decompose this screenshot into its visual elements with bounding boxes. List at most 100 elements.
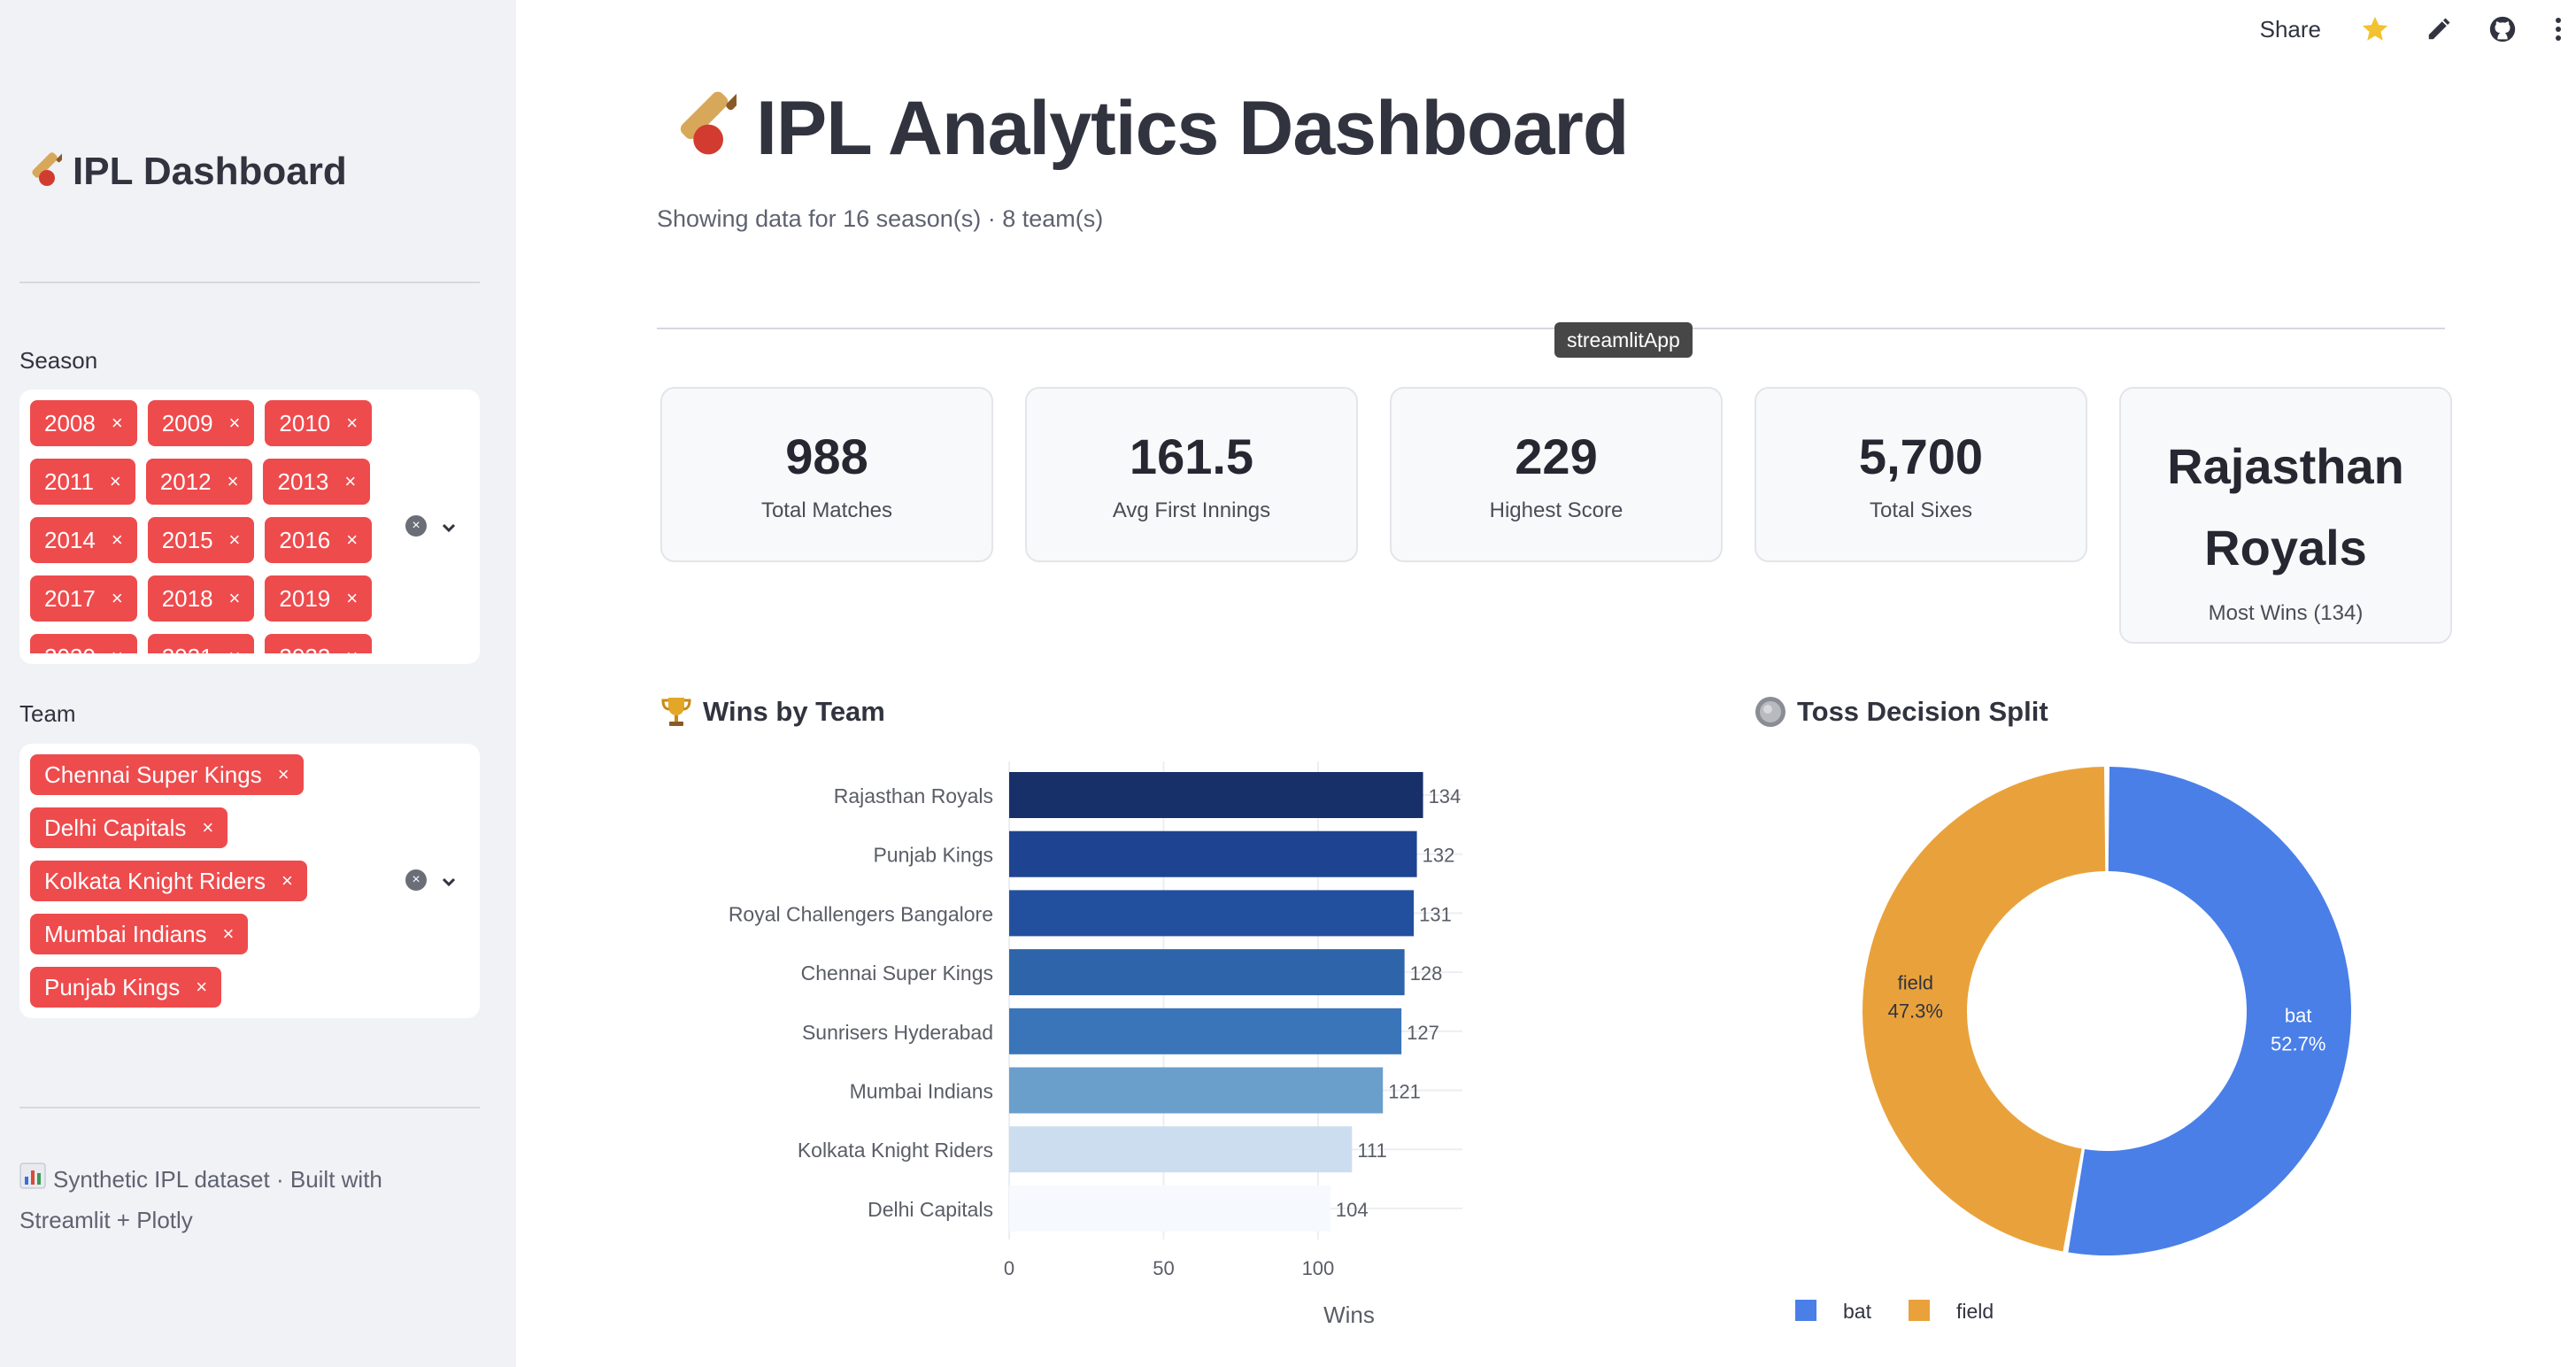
team-clear-icon[interactable]: × — [405, 869, 427, 891]
star-icon[interactable] — [2360, 14, 2390, 44]
metric-card: 229 Highest Score — [1390, 387, 1723, 562]
team-tag[interactable]: Chennai Super Kings × — [30, 754, 304, 795]
season-tag-label: 2021 — [162, 644, 213, 654]
bar — [1009, 1067, 1384, 1114]
remove-tag-icon[interactable]: × — [222, 923, 235, 945]
remove-tag-icon[interactable]: × — [202, 816, 214, 838]
toss-donut-chart: bat 52.7% field 47.3% bat field — [1795, 767, 2351, 1323]
team-multiselect[interactable]: Chennai Super Kings × Delhi Capitals × Kolka… — [19, 744, 480, 1018]
team-tag-label: Kolkata Knight Riders — [44, 867, 266, 894]
season-clear-icon[interactable]: × — [405, 515, 427, 537]
remove-tag-icon[interactable]: × — [111, 587, 123, 609]
sidebar-footer-text: Synthetic IPL dataset · Built with Strea… — [19, 1166, 382, 1234]
team-label: Team — [19, 700, 76, 727]
chevron-down-icon[interactable] — [439, 872, 459, 896]
x-tick-label: 0 — [1004, 1257, 1014, 1279]
season-tag-list: 2008 × 2009 × 2010 × 2011 × 2012 × 2013 × 2014 × 2015 ×… — [30, 400, 393, 653]
metric-value: Rajasthan Royals — [2167, 438, 2404, 575]
category-label: Chennai Super Kings — [801, 962, 993, 985]
data-label: 131 — [1419, 903, 1452, 925]
team-tag[interactable]: Kolkata Knight Riders × — [30, 861, 307, 901]
edit-icon[interactable] — [2426, 16, 2452, 42]
metric-label: Avg First Innings — [1112, 498, 1271, 522]
legend-swatch — [1909, 1300, 1930, 1321]
remove-tag-icon[interactable]: × — [346, 412, 359, 434]
team-tag[interactable]: Delhi Capitals × — [30, 807, 228, 848]
season-tag[interactable]: 2014 × — [30, 517, 137, 563]
season-tag-label: 2013 — [277, 467, 329, 495]
remove-tag-icon[interactable]: × — [227, 470, 239, 492]
season-tag-label: 2008 — [44, 409, 96, 436]
category-label: Kolkata Knight Riders — [798, 1139, 993, 1162]
metric-label: Highest Score — [1489, 498, 1623, 522]
data-label: 134 — [1429, 785, 1462, 807]
remove-tag-icon[interactable]: × — [111, 412, 123, 434]
metric-card: 988 Total Matches — [660, 387, 993, 562]
remove-tag-icon[interactable]: × — [346, 645, 358, 653]
bar — [1009, 1126, 1353, 1173]
cricket-bat-icon — [657, 80, 746, 178]
wins-section-title: Wins by Team — [659, 692, 885, 731]
github-icon[interactable] — [2487, 14, 2518, 44]
remove-tag-icon[interactable]: × — [344, 470, 357, 492]
trophy-icon — [659, 694, 694, 730]
slice-percent: 47.3% — [1888, 1000, 1943, 1023]
season-tag-label: 2017 — [44, 584, 96, 612]
team-tag-label: Chennai Super Kings — [44, 761, 262, 788]
bar — [1009, 772, 1423, 818]
sidebar-divider — [19, 1107, 480, 1108]
bar — [1009, 890, 1415, 937]
season-tag[interactable]: 2018 × — [147, 575, 255, 622]
metric-label: Most Wins (134) — [2208, 601, 2364, 625]
remove-tag-icon[interactable]: × — [228, 529, 241, 551]
remove-tag-icon[interactable]: × — [109, 470, 121, 492]
season-tag[interactable]: 2022 × — [265, 634, 373, 653]
toss-section-title-text: Toss Decision Split — [1797, 696, 2048, 727]
category-label: Mumbai Indians — [850, 1080, 993, 1103]
bar — [1009, 1008, 1402, 1054]
team-tag-label: Delhi Capitals — [44, 814, 187, 841]
category-label: Rajasthan Royals — [834, 784, 993, 807]
remove-tag-icon[interactable]: × — [196, 976, 208, 998]
season-tag[interactable]: 2012 × — [145, 459, 253, 505]
sidebar-divider — [19, 282, 480, 283]
season-tag[interactable]: 2013 × — [263, 459, 371, 505]
remove-tag-icon[interactable]: × — [229, 645, 241, 653]
metric-value: 161.5 — [1129, 429, 1254, 484]
season-tag[interactable]: 2009 × — [147, 400, 255, 446]
page-caption: Showing data for 16 season(s) · 8 team(s… — [657, 205, 1104, 232]
metric-value: 988 — [785, 429, 868, 484]
page-title-text: IPL Analytics Dashboard — [756, 85, 1629, 171]
legend-label: field — [1956, 1300, 1994, 1323]
season-tag[interactable]: 2008 × — [30, 400, 137, 446]
remove-tag-icon[interactable]: × — [112, 645, 123, 653]
season-tag[interactable]: 2017 × — [30, 575, 137, 622]
legend-swatch — [1795, 1300, 1816, 1321]
season-tag-label: 2014 — [44, 526, 96, 553]
season-tag[interactable]: 2020 × — [30, 634, 137, 653]
page-title: IPL Analytics Dashboard — [657, 84, 1629, 173]
team-tag[interactable]: Punjab Kings × — [30, 967, 222, 1008]
remove-tag-icon[interactable]: × — [228, 412, 241, 434]
team-tag[interactable]: Mumbai Indians × — [30, 914, 249, 954]
remove-tag-icon[interactable]: × — [282, 869, 293, 892]
chevron-down-icon[interactable] — [439, 518, 459, 542]
season-tag[interactable]: 2021 × — [147, 634, 255, 654]
remove-tag-icon[interactable]: × — [228, 587, 241, 609]
season-multiselect[interactable]: 2008 × 2009 × 2010 × 2011 × 2012 × 2013 × 2014 × 2015 ×… — [19, 390, 480, 664]
sidebar-footer: Synthetic IPL dataset · Built with Strea… — [19, 1160, 444, 1240]
remove-tag-icon[interactable]: × — [346, 529, 359, 551]
season-tag[interactable]: 2015 × — [147, 517, 255, 563]
main-divider — [657, 328, 2445, 329]
season-tag[interactable]: 2016 × — [265, 517, 373, 563]
share-button[interactable]: Share — [2259, 15, 2321, 42]
season-tag[interactable]: 2019 × — [265, 575, 373, 622]
season-tag[interactable]: 2010 × — [265, 400, 373, 446]
more-vertical-icon[interactable] — [2553, 16, 2564, 42]
season-tag[interactable]: 2011 × — [30, 459, 135, 505]
remove-tag-icon[interactable]: × — [346, 587, 359, 609]
wins-section-title-text: Wins by Team — [703, 696, 885, 727]
category-label: Royal Challengers Bangalore — [729, 902, 993, 925]
remove-tag-icon[interactable]: × — [111, 529, 123, 551]
remove-tag-icon[interactable]: × — [277, 763, 289, 785]
